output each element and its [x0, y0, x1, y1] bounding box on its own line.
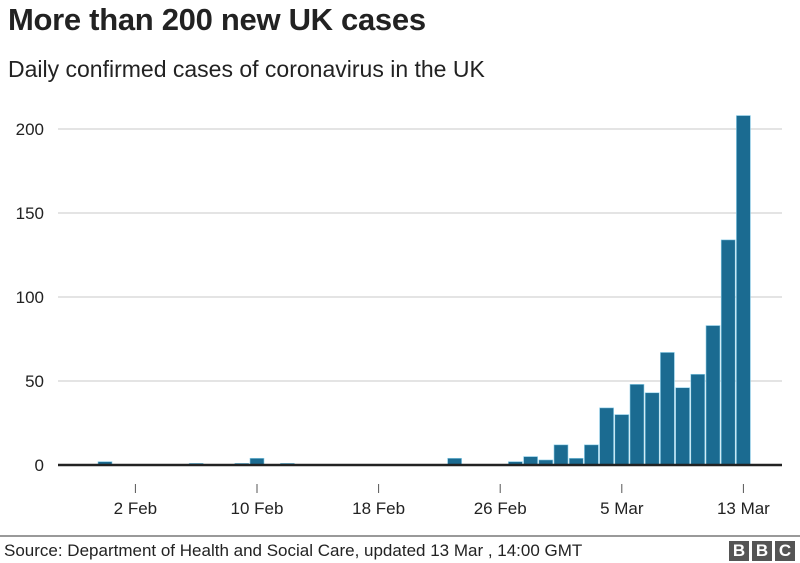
bar — [720, 239, 736, 466]
bar — [523, 456, 538, 466]
chart-title: More than 200 new UK cases — [8, 2, 426, 37]
bbc-logo-c: C — [775, 541, 795, 561]
bar — [705, 325, 721, 466]
bar — [690, 373, 706, 466]
bar — [736, 115, 751, 466]
bar — [614, 414, 630, 466]
footer-divider — [0, 535, 800, 537]
y-tick-label: 0 — [35, 456, 44, 475]
bar — [584, 444, 599, 466]
y-tick-label: 200 — [16, 120, 44, 139]
bar — [644, 392, 660, 466]
x-tick-label: 13 Mar — [717, 499, 770, 518]
bar — [660, 352, 675, 466]
bbc-logo-b2: B — [752, 541, 772, 561]
x-tick-label: 5 Mar — [600, 499, 644, 518]
bar — [599, 407, 614, 466]
x-tick-label: 18 Feb — [352, 499, 405, 518]
bbc-logo-b1: B — [729, 541, 749, 561]
y-tick-label: 150 — [16, 204, 44, 223]
bar-chart: 0 50 100 150 200 2 Feb 10 Feb 18 Feb 26 Feb 5 Mar… — [16, 115, 782, 518]
chart-subtitle: Daily confirmed cases of coronavirus in … — [8, 56, 485, 82]
bar — [675, 387, 690, 466]
x-tick-label: 26 Feb — [474, 499, 527, 518]
bar — [553, 444, 569, 466]
bar — [629, 384, 645, 466]
x-tick-label: 10 Feb — [231, 499, 284, 518]
x-tick-label: 2 Feb — [114, 499, 157, 518]
y-tick-label: 50 — [25, 372, 44, 391]
source-note: Source: Department of Health and Social … — [4, 541, 583, 560]
y-tick-label: 100 — [16, 288, 44, 307]
bbc-logo: B B C — [729, 541, 795, 561]
